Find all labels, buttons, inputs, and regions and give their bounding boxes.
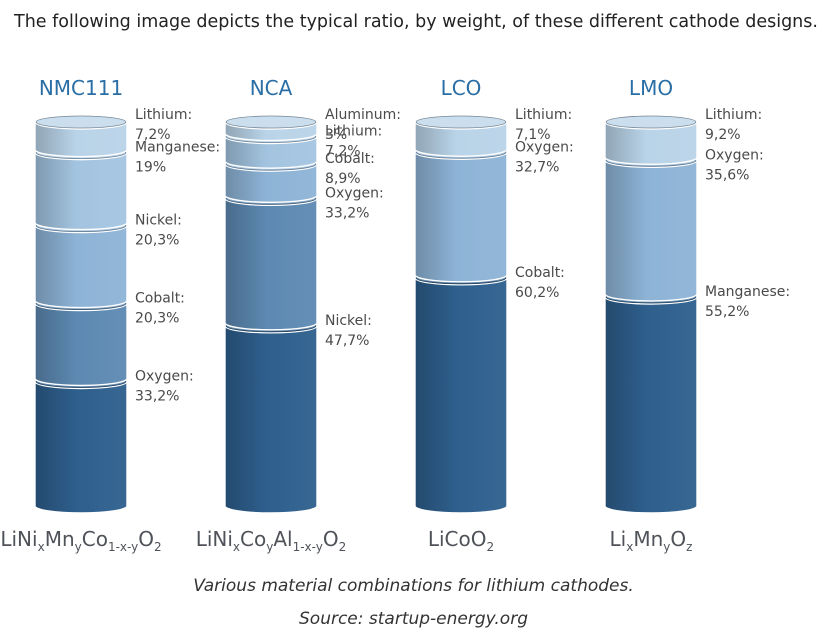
segment-label-name: Oxygen: [515, 139, 574, 155]
segment-label-value: 7,2% [135, 127, 171, 143]
segment-label-name: Nickel: [135, 213, 182, 229]
segment-label-name: Manganese: [135, 140, 220, 156]
column-title: NMC111 [39, 76, 123, 100]
segment-label-name: Cobalt: [515, 265, 565, 281]
segment-label-value: 9,2% [705, 127, 741, 143]
intro-text: The following image depicts the typical … [14, 12, 818, 32]
segment-label-name: Aluminum: [325, 107, 401, 123]
segment-label-name: Lithium: [325, 124, 382, 140]
column-title: NCA [250, 76, 293, 100]
segment-label-name: Nickel: [325, 313, 372, 329]
column-nca: NCA Aluminum: 3%Lithium: 7,2%Cobalt: 8,9%Oxy… [196, 76, 401, 554]
segment-label-value: 8,9% [325, 171, 361, 187]
segment-label-name: Oxygen: [705, 147, 764, 163]
segment-lithium [604, 114, 698, 166]
segment-label-value: 20,3% [135, 233, 179, 249]
segment-label-value: 33,2% [135, 389, 179, 405]
chemical-formula: LiCoO2 [428, 527, 494, 554]
chemical-formula: LixMnyOz [610, 527, 693, 554]
column-title: LMO [629, 76, 673, 100]
figure-caption: Various material combinations for lithiu… [193, 576, 634, 596]
segment-label-value: 60,2% [515, 285, 559, 301]
chemical-formula: LiNixCoyAl1-x-yO2 [196, 527, 347, 554]
segment-label-value: 20,3% [135, 311, 179, 327]
segment-label-name: Oxygen: [135, 369, 194, 385]
chemical-formula: LiNixMnyCo1-x-yO2 [0, 527, 161, 554]
segment-oxygen [414, 144, 508, 283]
segment-label-value: 7,2% [325, 144, 361, 160]
segment-label-value: 35,6% [705, 167, 749, 183]
segment-label-name: Lithium: [705, 107, 762, 123]
segment-lithium [414, 114, 508, 157]
segment-oxygen [34, 373, 128, 514]
segment-label-name: Cobalt: [325, 151, 375, 167]
segment-label-value: 32,7% [515, 159, 559, 175]
segment-label-value: 3% [325, 127, 347, 143]
segment-label-value: 7,1% [515, 127, 551, 143]
segment-nickel [224, 318, 318, 514]
segment-manganese [34, 144, 128, 231]
segment-oxygen [604, 152, 698, 302]
segment-cobalt [414, 270, 508, 514]
segment-label-value: 47,7% [325, 333, 369, 349]
segment-nickel [34, 217, 128, 309]
segment-oxygen [224, 190, 318, 331]
segment-label-value: 55,2% [705, 304, 749, 320]
figure-source: Source: startup-energy.org [299, 609, 528, 629]
column-lco: LCO Lithium: 7,1%Oxygen: 32,7% Cobalt: 60,2% L… [414, 76, 574, 554]
column-title: LCO [441, 76, 482, 100]
segment-label-value: 19% [135, 160, 166, 176]
segment-aluminum [224, 114, 318, 142]
segment-label-name: Lithium: [515, 107, 572, 123]
segment-label-name: Oxygen: [325, 185, 384, 201]
segment-cobalt [34, 295, 128, 387]
column-lmo: LMO Lithium: 9,2% Oxygen: 35,6% Manganese: 55,… [604, 76, 790, 554]
cathode-composition-chart: NMC111Lithium:7,2%Manganese:19%Nickel:20… [0, 76, 790, 554]
segment-lithium [34, 114, 128, 158]
segment-label-name: Manganese: [705, 284, 790, 300]
segment-label-value: 33,2% [325, 205, 369, 221]
segment-manganese [604, 289, 698, 514]
segment-label-name: Cobalt: [135, 291, 185, 307]
segment-label-name: Lithium: [135, 107, 192, 123]
column-nmc111: NMC111 Lithium: 7,2%Manganese: 19% Nickel: 20… [0, 76, 220, 554]
